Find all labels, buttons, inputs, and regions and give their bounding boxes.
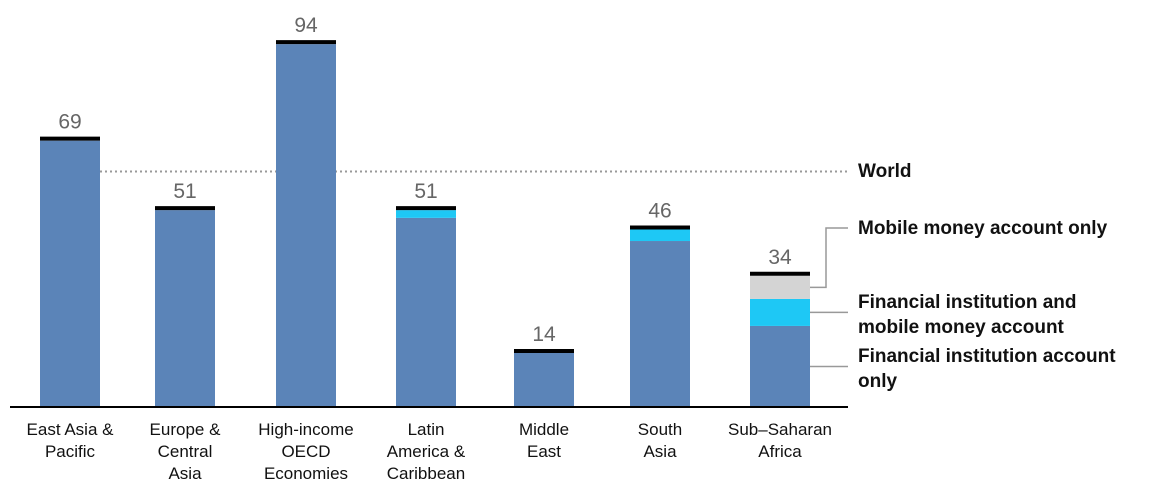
bar-segment xyxy=(750,298,810,326)
category-label: Middle East xyxy=(518,420,570,461)
bar-segment xyxy=(155,210,215,407)
total-label: 51 xyxy=(173,180,196,203)
total-label: 69 xyxy=(58,111,81,134)
bar-segment xyxy=(396,217,456,407)
bar-segment xyxy=(396,210,456,218)
category-label: High-income OECD Economies xyxy=(258,420,354,483)
category-label: Sub–Saharan Africa xyxy=(728,420,832,461)
world-label: World xyxy=(858,160,912,182)
category-label: East Asia & Pacific xyxy=(26,420,114,461)
bar-segment xyxy=(750,325,810,407)
bar-segment xyxy=(750,275,810,299)
bar-segment xyxy=(630,241,690,407)
bar-segment xyxy=(40,140,100,407)
total-label: 94 xyxy=(294,14,318,37)
total-label: 14 xyxy=(532,323,556,346)
total-label: 46 xyxy=(648,199,671,222)
category-label: Latin America & Caribbean xyxy=(386,420,466,483)
legend-label: Financial institution and mobile money a… xyxy=(858,292,1077,339)
legend-leader xyxy=(810,227,848,289)
category-label: South Asia xyxy=(637,420,683,461)
legend-label: Financial institution account only xyxy=(858,346,1116,393)
bar-segment xyxy=(630,229,690,242)
total-label: 34 xyxy=(768,246,792,269)
total-label: 51 xyxy=(414,180,437,203)
legend-label: Mobile money account only xyxy=(858,218,1108,239)
bar-segment xyxy=(514,352,574,407)
category-label: Europe & Central Asia xyxy=(149,420,221,483)
bar-segment xyxy=(276,44,336,407)
